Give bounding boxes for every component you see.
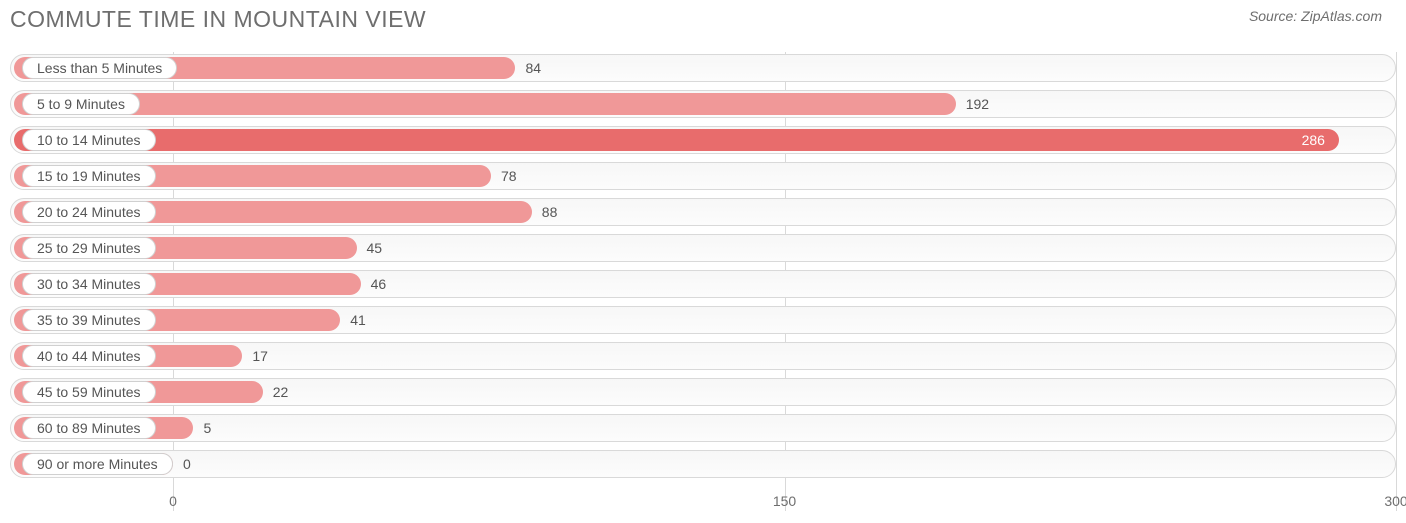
bar-chart: 0150300Less than 5 Minutes845 to 9 Minut… — [10, 54, 1396, 483]
chart-title: Commute Time in Mountain View — [10, 6, 426, 33]
grid-line — [1396, 52, 1397, 511]
category-label: 40 to 44 Minutes — [22, 345, 156, 367]
value-label: 22 — [273, 378, 289, 406]
bar-row: 40 to 44 Minutes 17 — [10, 342, 1396, 370]
bar-row: 90 or more Minutes 0 — [10, 450, 1396, 478]
value-label: 84 — [525, 54, 541, 82]
value-label: 5 — [203, 414, 211, 442]
value-label: 41 — [350, 306, 366, 334]
category-label: 60 to 89 Minutes — [22, 417, 156, 439]
value-label: 78 — [501, 162, 517, 190]
category-label: 90 or more Minutes — [22, 453, 173, 475]
value-label: 17 — [252, 342, 268, 370]
bar-row: 30 to 34 Minutes 46 — [10, 270, 1396, 298]
category-label: 45 to 59 Minutes — [22, 381, 156, 403]
category-label: 35 to 39 Minutes — [22, 309, 156, 331]
value-label: 45 — [367, 234, 383, 262]
bar-row: 10 to 14 Minutes 286 — [10, 126, 1396, 154]
chart-header: Commute Time in Mountain View Source: Zi… — [0, 0, 1406, 33]
category-label: Less than 5 Minutes — [22, 57, 177, 79]
axis-tick-label: 300 — [1384, 493, 1406, 509]
bar-fill — [14, 93, 956, 115]
value-label: 192 — [966, 90, 989, 118]
bar-track — [10, 450, 1396, 478]
category-label: 30 to 34 Minutes — [22, 273, 156, 295]
category-label: 20 to 24 Minutes — [22, 201, 156, 223]
bar-row: 20 to 24 Minutes 88 — [10, 198, 1396, 226]
category-label: 10 to 14 Minutes — [22, 129, 156, 151]
value-label: 88 — [542, 198, 558, 226]
bar-row: 60 to 89 Minutes 5 — [10, 414, 1396, 442]
chart-source: Source: ZipAtlas.com — [1249, 6, 1382, 24]
axis-tick-label: 150 — [773, 493, 796, 509]
category-label: 15 to 19 Minutes — [22, 165, 156, 187]
bar-row: 15 to 19 Minutes 78 — [10, 162, 1396, 190]
axis-tick-label: 0 — [169, 493, 177, 509]
value-label: 46 — [371, 270, 387, 298]
bar-fill — [14, 129, 1339, 151]
category-label: 25 to 29 Minutes — [22, 237, 156, 259]
bar-row: 25 to 29 Minutes 45 — [10, 234, 1396, 262]
value-label: 286 — [1302, 126, 1325, 154]
bar-row: Less than 5 Minutes 84 — [10, 54, 1396, 82]
bar-row: 5 to 9 Minutes 192 — [10, 90, 1396, 118]
bar-row: 35 to 39 Minutes 41 — [10, 306, 1396, 334]
bar-track — [10, 414, 1396, 442]
bar-row: 45 to 59 Minutes 22 — [10, 378, 1396, 406]
value-label: 0 — [183, 450, 191, 478]
category-label: 5 to 9 Minutes — [22, 93, 140, 115]
